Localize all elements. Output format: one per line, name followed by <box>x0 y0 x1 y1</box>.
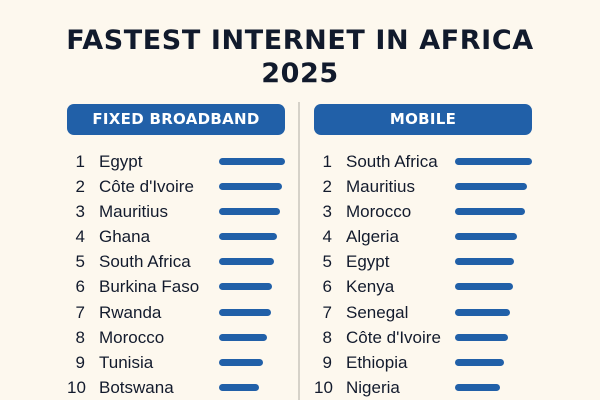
rank-number: 3 <box>75 202 85 222</box>
rank-number: 2 <box>75 177 85 197</box>
page-title: FASTEST INTERNET IN AFRICA 2025 <box>0 24 600 90</box>
list-item: 1 South Africa <box>314 149 554 174</box>
rank-number: 8 <box>75 327 85 347</box>
speed-bar <box>455 258 514 266</box>
list-item: 3 Morocco <box>314 199 554 224</box>
rank-number: 7 <box>322 302 332 322</box>
title-line-1: FASTEST INTERNET IN AFRICA <box>66 25 534 56</box>
rank-number: 6 <box>75 277 85 297</box>
rank-number: 3 <box>322 202 332 222</box>
speed-bar <box>455 233 517 241</box>
list-item: 10 Nigeria <box>314 375 554 400</box>
country-name: Côte d'Ivoire <box>99 177 194 197</box>
speed-bar <box>219 308 271 316</box>
fixed-broadband-column: FIXED BROADBAND 1 Egypt 2 Côte d'Ivoire 3 Mau… <box>67 104 317 400</box>
speed-bar <box>219 158 285 165</box>
mobile-header: MOBILE <box>314 104 532 135</box>
country-name: Kenya <box>346 277 395 297</box>
list-item: 8 Morocco <box>67 325 307 350</box>
rank-number: 1 <box>322 152 332 171</box>
speed-bar <box>455 358 504 366</box>
speed-bar <box>219 383 259 391</box>
country-name: Mauritius <box>99 202 168 222</box>
country-name: Senegal <box>346 302 409 322</box>
country-name: South Africa <box>346 152 438 171</box>
list-item: 9 Ethiopia <box>314 350 554 375</box>
rank-number: 5 <box>75 252 85 272</box>
speed-bar <box>455 333 508 341</box>
rank-number: 9 <box>75 352 85 372</box>
speed-bar <box>219 333 267 341</box>
speed-bar <box>455 158 532 165</box>
rank-number: 5 <box>322 252 332 272</box>
mobile-list: 1 South Africa 2 Mauritius 3 Morocco 4 Algeria 5… <box>314 149 554 400</box>
list-item: 4 Ghana <box>67 224 307 249</box>
speed-bar <box>455 183 527 191</box>
country-name: Rwanda <box>99 302 162 322</box>
rank-number: 6 <box>322 277 332 297</box>
speed-bar <box>219 233 277 241</box>
list-item: 5 Egypt <box>314 249 554 274</box>
speed-bar <box>455 208 525 216</box>
speed-bar <box>219 283 272 291</box>
list-item: 4 Algeria <box>314 224 554 249</box>
rank-number: 2 <box>322 177 332 197</box>
rank-number: 4 <box>75 227 85 247</box>
mobile-column: MOBILE 1 South Africa 2 Mauritius 3 Morocco 4 A… <box>314 104 564 400</box>
country-name: Morocco <box>99 327 165 347</box>
speed-bar <box>455 283 513 291</box>
list-item: 8 Côte d'Ivoire <box>314 325 554 350</box>
speed-bar <box>219 183 282 191</box>
list-item: 6 Kenya <box>314 274 554 299</box>
country-name: Ghana <box>99 227 151 247</box>
rank-number: 8 <box>322 327 332 347</box>
country-name: Ethiopia <box>346 352 408 372</box>
rank-number: 10 <box>314 377 333 397</box>
list-item: 3 Mauritius <box>67 199 307 224</box>
country-name: Burkina Faso <box>99 277 200 297</box>
country-name: Egypt <box>346 252 390 272</box>
speed-bar <box>219 358 263 366</box>
country-name: Côte d'Ivoire <box>346 327 441 347</box>
speed-bar <box>455 308 510 316</box>
list-item: 6 Burkina Faso <box>67 274 307 299</box>
rank-number: 9 <box>322 352 332 372</box>
list-item: 7 Rwanda <box>67 300 307 325</box>
country-name: Nigeria <box>346 377 400 397</box>
speed-bar <box>219 258 274 266</box>
country-name: Egypt <box>99 152 143 171</box>
speed-bar <box>455 383 500 391</box>
country-name: Morocco <box>346 202 412 222</box>
speed-bar <box>219 208 280 216</box>
country-name: South Africa <box>99 252 191 272</box>
fixed-broadband-header: FIXED BROADBAND <box>67 104 285 135</box>
rank-number: 4 <box>322 227 332 247</box>
list-item: 1 Egypt <box>67 149 307 174</box>
title-line-2: 2025 <box>261 58 339 89</box>
list-item: 2 Côte d'Ivoire <box>67 174 307 199</box>
rank-number: 10 <box>67 377 86 397</box>
list-item: 10 Botswana <box>67 375 307 400</box>
list-item: 5 South Africa <box>67 249 307 274</box>
country-name: Tunisia <box>99 352 154 372</box>
country-name: Algeria <box>346 227 399 247</box>
fixed-broadband-list: 1 Egypt 2 Côte d'Ivoire 3 Mauritius 4 Ghana 5 Sou… <box>67 149 307 400</box>
list-item: 7 Senegal <box>314 300 554 325</box>
rank-number: 7 <box>75 302 85 322</box>
rank-number: 1 <box>75 152 85 171</box>
column-divider <box>298 102 300 400</box>
list-item: 9 Tunisia <box>67 350 307 375</box>
country-name: Mauritius <box>346 177 415 197</box>
list-item: 2 Mauritius <box>314 174 554 199</box>
country-name: Botswana <box>99 377 174 397</box>
